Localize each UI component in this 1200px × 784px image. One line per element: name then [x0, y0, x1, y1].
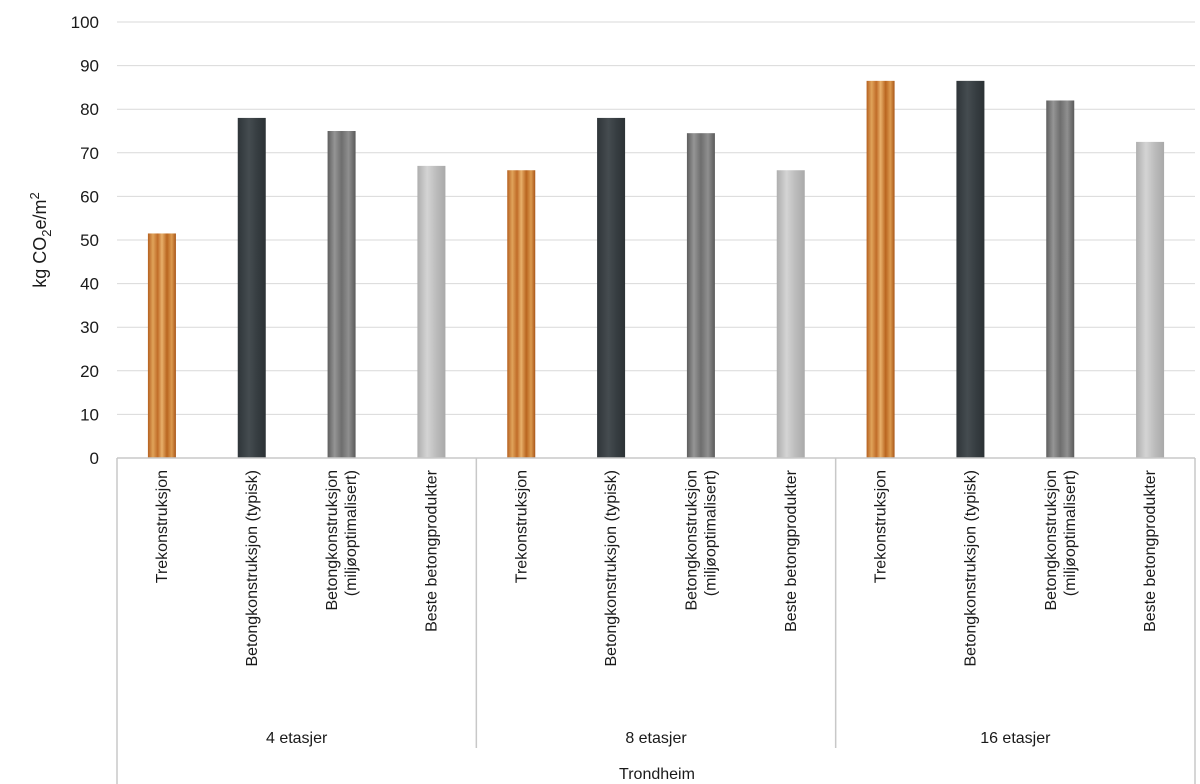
y-tick-label: 100	[71, 13, 99, 32]
y-tick-label: 0	[90, 449, 99, 468]
category-label: Beste betongprodukter	[423, 469, 440, 632]
category-label: Trekonstruksjon	[873, 470, 890, 583]
y-tick-label: 50	[80, 231, 99, 250]
category-label: Trekonstruksjon	[154, 470, 171, 583]
category-label: Trekonstruksjon	[513, 470, 530, 583]
category-axis: Trekonstruksjon Betongkonstruksjon (typis…	[116, 457, 1196, 784]
y-tick-label: 60	[80, 187, 99, 206]
bar	[237, 117, 266, 459]
category-label: Betongkonstruksjon (typisk)	[962, 470, 979, 667]
bar	[1136, 141, 1165, 458]
y-tick-label: 40	[80, 275, 99, 294]
category-label: Beste betongprodukter	[783, 469, 800, 632]
category-label: Beste betongprodukter	[1142, 469, 1159, 632]
gridlines	[117, 21, 1195, 459]
y-tick-label: 90	[80, 57, 99, 76]
category-label: Betongkonstruksjon (typisk)	[603, 470, 620, 667]
bar	[327, 131, 356, 458]
y-tick-label: 80	[80, 100, 99, 119]
y-axis-ticks: 0 10 20 30 40 50 60 70 80 90 100	[71, 13, 99, 468]
bar	[597, 117, 626, 459]
bar	[866, 80, 895, 459]
bar	[776, 170, 805, 459]
bar	[147, 233, 176, 458]
outer-group-label: Trondheim	[619, 766, 695, 783]
y-tick-label: 70	[80, 144, 99, 163]
category-label: Betongkonstruksjon (miljøoptimalisert)	[324, 470, 360, 611]
bar	[507, 170, 536, 459]
group-label: 16 etasjer	[980, 730, 1051, 747]
y-tick-label: 30	[80, 318, 99, 337]
category-label: Betongkonstruksjon (miljøoptimalisert)	[683, 470, 719, 611]
y-tick-label: 10	[80, 405, 99, 424]
y-tick-label: 20	[80, 362, 99, 381]
bar	[956, 80, 985, 459]
group-label: 8 etasjer	[625, 730, 687, 747]
bar	[1046, 100, 1075, 458]
category-label: Betongkonstruksjon (typisk)	[244, 470, 261, 667]
category-label: Betongkonstruksjon (miljøoptimalisert)	[1043, 470, 1079, 611]
bars	[147, 80, 1165, 459]
y-axis-label: kg CO2e/m2	[27, 192, 54, 288]
bar	[417, 165, 446, 458]
group-label: 4 etasjer	[266, 730, 328, 747]
bar	[686, 133, 715, 458]
